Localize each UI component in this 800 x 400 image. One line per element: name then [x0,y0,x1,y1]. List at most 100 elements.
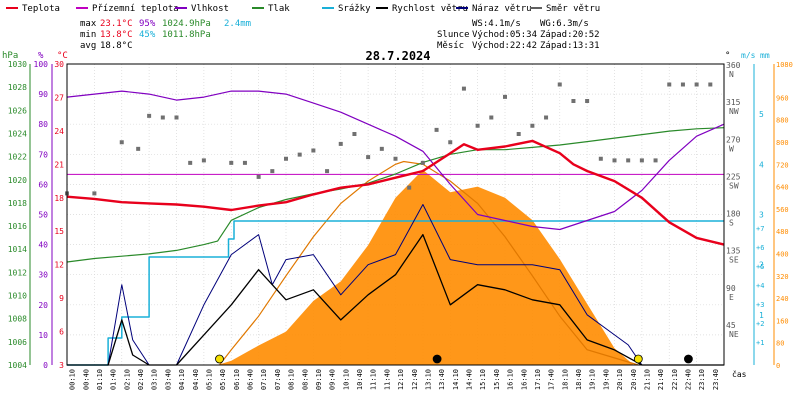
c-tick: 21 [54,160,64,169]
time-tick: 18:10 [561,369,569,390]
rain-line [67,220,724,366]
legend-label: Přízemní teplota [92,4,179,14]
wind-direction-point [667,82,672,87]
c-unit: °C [57,51,68,61]
wind-direction-point [639,158,644,163]
rad-tick: 0 [776,362,780,370]
wind-direction-point [270,169,275,174]
ms-minor-tick: +2 [756,320,764,328]
hpa-tick: 1008 [8,315,27,324]
c-tick: 6 [59,328,64,337]
ms-minor-tick: +1 [756,339,764,347]
rad-tick: 800 [776,139,789,147]
wind-direction-point [503,94,507,99]
time-tick: 17:10 [534,369,542,390]
pct-tick: 50 [38,211,48,220]
deg-tick: 180 [726,210,741,219]
wind-direction-point [407,185,412,190]
max-label: max [80,19,97,29]
wind-direction-point [544,115,549,120]
hpa-unit: hPa [2,51,18,61]
deg-tick: 360 [726,61,741,70]
deg-tick: 315 [726,98,741,107]
time-tick: 11:40 [383,369,391,390]
time-label: čas [732,369,747,379]
pct-tick: 100 [34,60,49,69]
temperature-line [66,139,725,246]
wind-direction-point [338,141,343,146]
time-tick: 13:40 [438,369,446,390]
pct-tick: 20 [38,301,48,310]
data-series [66,90,725,366]
min-label: min [80,30,96,40]
time-tick: 08:10 [288,369,296,390]
c-tick: 24 [54,127,64,136]
time-tick: 03:10 [151,369,159,390]
header-info: 28.7.2024 max 23.1°C 95% 1024.9hPa 2.4mm… [80,19,600,63]
hpa-tick: 1028 [8,83,27,92]
max-press: 1024.9hPa [162,19,211,29]
wind-direction-point [598,156,603,161]
rad-tick: 240 [776,295,789,303]
pct-unit: % [38,51,44,61]
pct-tick: 80 [38,120,48,129]
wind-direction-point [311,148,316,153]
wind-direction-point [489,115,494,120]
sunrise: Východ:05:34 [472,30,537,40]
time-tick: 20:10 [616,369,624,390]
legend-label: Teplota [22,4,60,14]
deg-tick: 270 [726,135,741,144]
wind-direction-point [174,115,179,120]
time-tick: 04:40 [192,369,200,390]
wind-direction-point [352,132,357,136]
c-tick: 12 [54,261,64,270]
chart-title: 28.7.2024 [365,49,430,63]
deg-unit: ° [725,51,730,61]
wind-direction-point [585,99,590,103]
rad-tick: 160 [776,317,789,325]
event-marker [633,354,643,364]
time-tick: 06:40 [247,369,255,390]
wind-direction-point [434,127,439,132]
rad-tick: 1080 [776,61,793,69]
time-tick: 21:40 [657,369,665,390]
time-tick: 07:40 [274,369,282,390]
pressure-line [66,127,725,263]
time-tick: 08:40 [301,369,309,390]
wind-direction-point [653,158,658,163]
time-tick: 00:10 [69,369,77,390]
time-tick: 09:40 [329,369,337,390]
dir-tick: S [729,219,734,228]
legend-label: Rychlost větru [392,4,468,14]
pct-tick: 90 [38,90,48,99]
time-tick: 17:40 [548,369,556,390]
hpa-tick: 1006 [8,338,27,347]
wind-speed-line [67,233,724,366]
plot-border [66,63,725,366]
ms-tick: 5 [759,110,764,119]
time-tick: 18:40 [575,369,583,390]
c-tick: 27 [54,93,64,102]
time-tick: 14:40 [466,369,474,390]
rad-tick: 320 [776,273,789,281]
avg-label: avg [80,41,96,51]
pct-tick: 40 [38,241,48,250]
rad-tick: 480 [776,228,789,236]
rad-tick: 880 [776,117,789,125]
time-tick: 10:40 [356,369,364,390]
rad-tick: 640 [776,184,789,192]
rad-tick: 720 [776,161,789,169]
plot-frame [66,63,725,366]
min-press: 1011.8hPa [162,30,211,40]
legend-label: Tlak [268,4,290,14]
hpa-tick: 1012 [8,268,27,277]
time-tick: 16:40 [520,369,528,390]
time-tick: 11:10 [370,369,378,390]
wind-direction-point [92,191,97,196]
time-tick: 15:10 [479,369,487,390]
sun-label: Slunce [437,30,470,40]
rad-tick: 560 [776,206,789,214]
ms-minor-tick: +4 [756,282,764,290]
time-tick: 22:10 [671,369,679,390]
ms-unit: m/s [741,51,756,60]
